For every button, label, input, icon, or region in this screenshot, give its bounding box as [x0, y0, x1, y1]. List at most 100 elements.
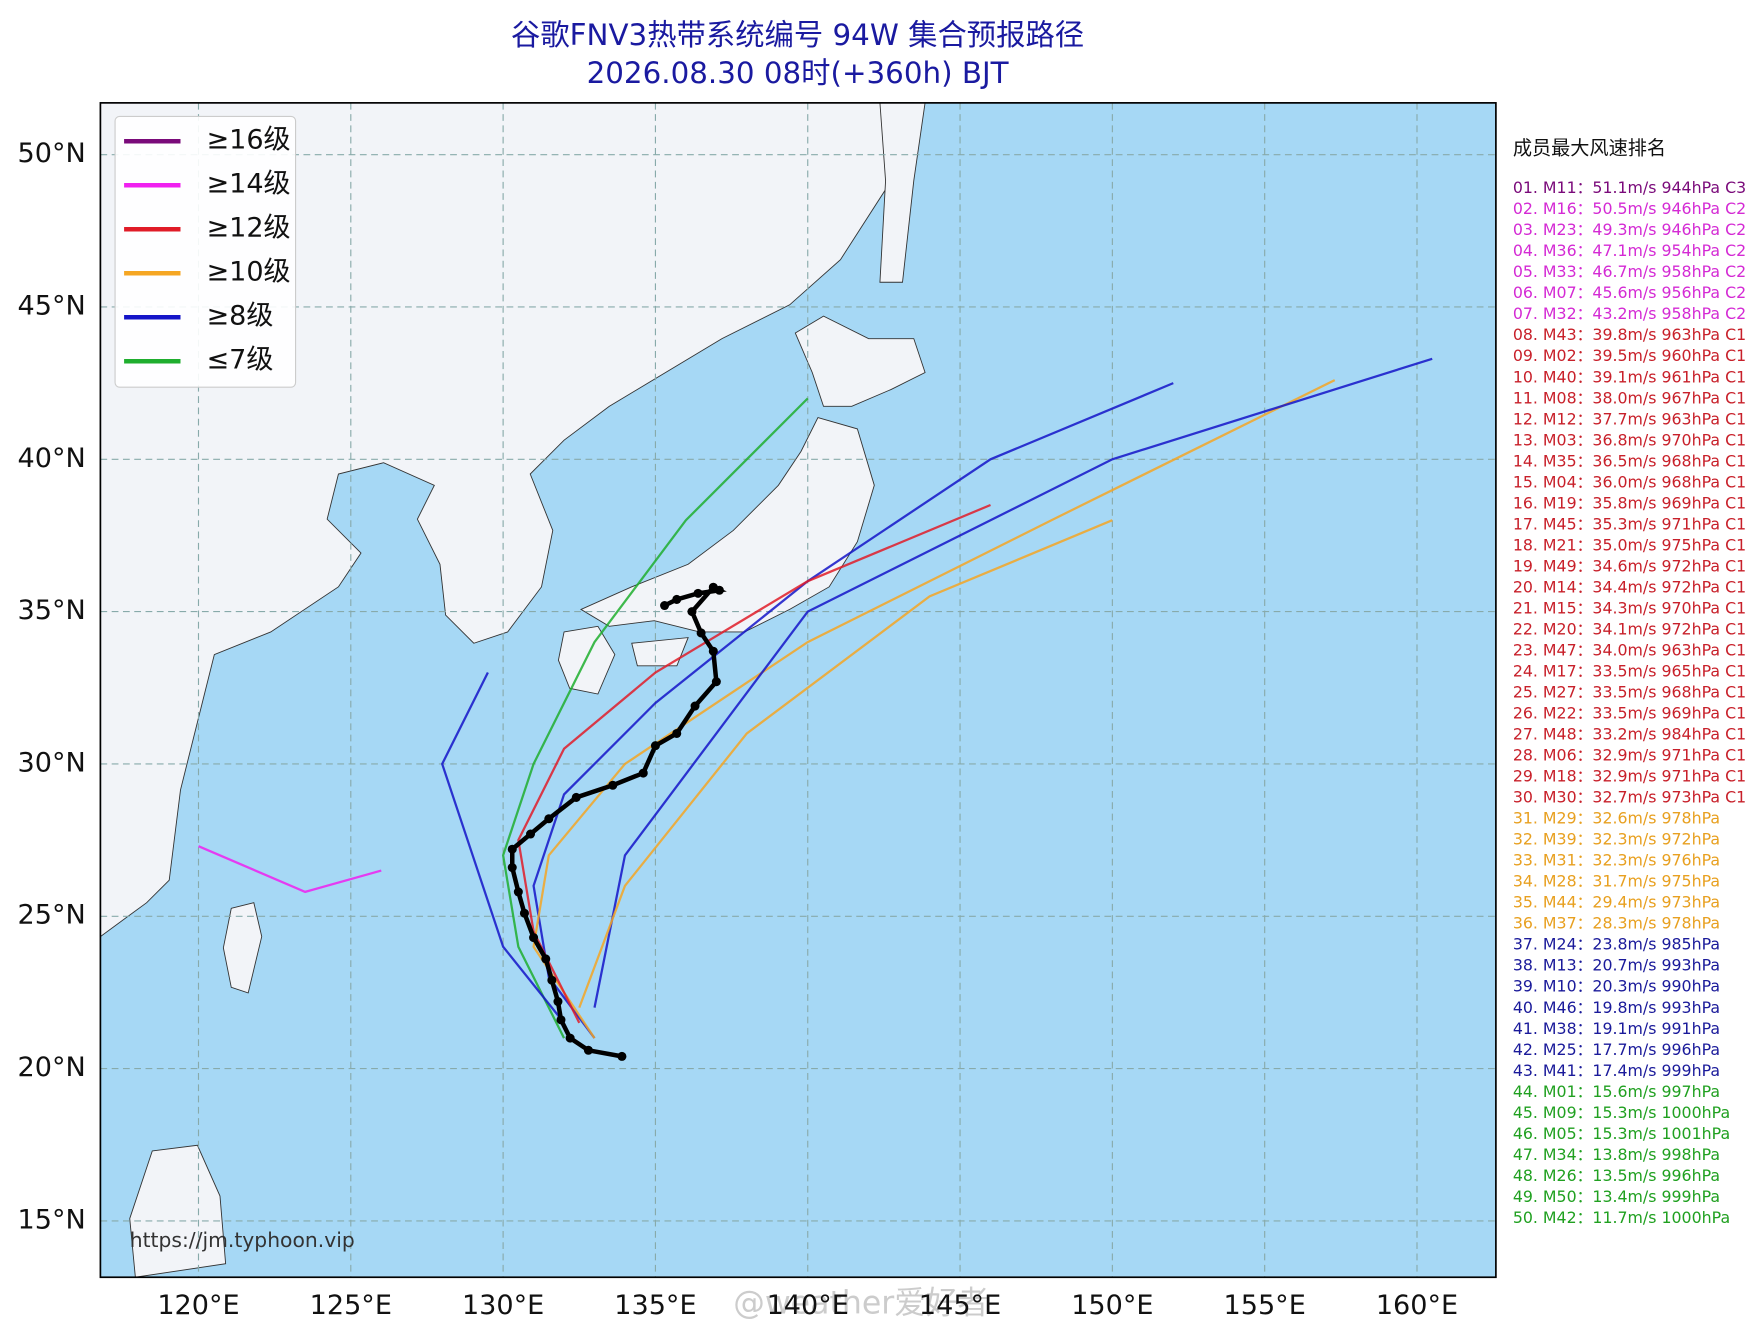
- ranking-entry: 16. M19：35.8m/s 969hPa C1: [1513, 493, 1746, 512]
- y-tick-label: 40°N: [18, 443, 86, 474]
- mean-track-point: [513, 887, 523, 897]
- legend-label: ≥16级: [206, 125, 290, 156]
- ranking-entry: 22. M20：34.1m/s 972hPa C1: [1513, 619, 1746, 638]
- ranking-entry: 45. M09：15.3m/s 1000hPa: [1513, 1103, 1730, 1122]
- y-tick-label: 20°N: [18, 1052, 86, 1083]
- tracks: [198, 357, 1433, 1061]
- mean-track-point: [617, 1051, 627, 1061]
- member-track: [440, 672, 565, 1024]
- ranking-entry: 50. M42：11.7m/s 1000hPa: [1513, 1208, 1730, 1227]
- title: 谷歌FNV3热带系统编号 94W 集合预报路径: [511, 18, 1084, 52]
- ranking-entry: 09. M02：39.5m/s 960hPa C1: [1513, 346, 1746, 365]
- subtitle: 2026.08.30 08时(+360h) BJT: [587, 56, 1009, 90]
- legend: ≥16级 ≥14级 ≥12级 ≥10级 ≥8级 ≤7级: [124, 125, 291, 376]
- x-tick-label: 125°E: [310, 1290, 392, 1321]
- member-track: [578, 519, 1113, 1009]
- ranking-entry: 06. M07：45.6m/s 956hPa C2: [1513, 283, 1746, 302]
- legend-label: ≥14级: [206, 169, 290, 200]
- y-tick-label: 25°N: [18, 900, 86, 931]
- ranking-entry: 37. M24：23.8m/s 985hPa: [1513, 935, 1720, 954]
- mean-track-point: [608, 780, 618, 790]
- ranking-entry: 41. M38：19.1m/s 991hPa: [1513, 1019, 1720, 1038]
- ranking-entry: 24. M17：33.5m/s 965hPa C1: [1513, 662, 1746, 681]
- ranking-entry: 10. M40：39.1m/s 961hPa C1: [1513, 367, 1746, 386]
- ranking-entry: 13. M03：36.8m/s 970hPa C1: [1513, 430, 1746, 449]
- ranking-entry: 35. M44：29.4m/s 973hPa: [1513, 893, 1720, 912]
- mean-track-point: [687, 607, 697, 617]
- ranking-entry: 01. M11：51.1m/s 944hPa C3: [1513, 178, 1746, 197]
- ranking-entry: 02. M16：50.5m/s 946hPa C2: [1513, 199, 1746, 218]
- x-tick-label: 140°E: [767, 1290, 849, 1321]
- mean-track-point: [650, 741, 660, 751]
- ranking-entry: 40. M46：19.8m/s 993hPa: [1513, 998, 1720, 1017]
- ranking-entry: 25. M27：33.5m/s 968hPa C1: [1513, 683, 1746, 702]
- y-tick-label: 30°N: [18, 747, 86, 778]
- ranking-title: 成员最大风速排名: [1513, 137, 1666, 160]
- ranking-entry: 14. M35：36.5m/s 968hPa C1: [1513, 451, 1746, 470]
- mean-track-point: [571, 792, 581, 802]
- mean-track-point: [714, 585, 724, 595]
- ranking-entry: 46. M05：15.3m/s 1001hPa: [1513, 1124, 1730, 1143]
- mean-track-point: [507, 844, 517, 854]
- mean-track-point: [547, 975, 557, 985]
- ranking-entry: 03. M23：49.3m/s 946hPa C2: [1513, 220, 1746, 239]
- ranking-entry: 20. M14：34.4m/s 972hPa C1: [1513, 577, 1746, 596]
- mean-track-point: [541, 954, 551, 964]
- x-tick-label: 150°E: [1071, 1290, 1153, 1321]
- ranking-entry: 26. M22：33.5m/s 969hPa C1: [1513, 704, 1746, 723]
- mean-track-point: [638, 768, 648, 778]
- ranking-entry: 11. M08：38.0m/s 967hPa C1: [1513, 388, 1746, 407]
- watermark: @weather爱好者: [733, 1285, 989, 1321]
- y-tick-label: 45°N: [18, 290, 86, 321]
- ranking-entry: 43. M41：17.4m/s 999hPa: [1513, 1061, 1720, 1080]
- mean-track-point: [529, 933, 539, 943]
- legend-label: ≥8级: [206, 301, 273, 332]
- mean-track-point: [696, 628, 706, 638]
- ranking-entry: 32. M39：32.3m/s 972hPa: [1513, 830, 1720, 849]
- ranking-entry: 34. M28：31.7m/s 975hPa: [1513, 872, 1720, 891]
- ranking-entry: 21. M15：34.3m/s 970hPa C1: [1513, 598, 1746, 617]
- member-track: [198, 845, 382, 894]
- member-track: [501, 397, 809, 1039]
- ranking-entry: 07. M32：43.2m/s 958hPa C2: [1513, 304, 1746, 323]
- legend-label: ≥12级: [206, 213, 290, 244]
- ranking-entry: 17. M45：35.3m/s 971hPa C1: [1513, 514, 1746, 533]
- ranking-entry: 42. M25：17.7m/s 996hPa: [1513, 1040, 1720, 1059]
- ranking-entry: 27. M48：33.2m/s 984hPa C1: [1513, 725, 1746, 744]
- mean-track-point: [556, 1015, 566, 1025]
- y-tick-label: 35°N: [18, 595, 86, 626]
- mean-track-point: [526, 829, 536, 839]
- x-tick-label: 145°E: [919, 1290, 1001, 1321]
- ranking-entry: 38. M13：20.7m/s 993hPa: [1513, 956, 1720, 975]
- ranking-entry: 33. M31：32.3m/s 976hPa: [1513, 851, 1720, 870]
- ranking-entry: 12. M12：37.7m/s 963hPa C1: [1513, 409, 1746, 428]
- member-track: [532, 379, 1336, 1039]
- ranking-entry: 04. M36：47.1m/s 954hPa C2: [1513, 241, 1746, 260]
- x-tick-label: 160°E: [1376, 1290, 1458, 1321]
- mean-track-point: [519, 908, 529, 918]
- ranking-entry: 36. M37：28.3m/s 978hPa: [1513, 914, 1720, 933]
- y-tick-label: 50°N: [18, 138, 86, 169]
- member-track: [593, 357, 1433, 1008]
- ranking-entry: 30. M30：32.7m/s 973hPa C1: [1513, 788, 1746, 807]
- frame: [99, 102, 1497, 1279]
- mean-track-point: [544, 814, 554, 824]
- ranking-entry: 19. M49：34.6m/s 972hPa C1: [1513, 556, 1746, 575]
- x-tick-label: 155°E: [1224, 1290, 1306, 1321]
- ranking-entry: 48. M26：13.5m/s 996hPa: [1513, 1166, 1720, 1185]
- ranking-entry: 23. M47：34.0m/s 963hPa C1: [1513, 640, 1746, 659]
- mean-track-point: [507, 863, 517, 873]
- ranking-entry: 49. M50：13.4m/s 999hPa: [1513, 1187, 1720, 1206]
- x-tick-label: 120°E: [157, 1290, 239, 1321]
- ranking-entry: 18. M21：35.0m/s 975hPa C1: [1513, 535, 1746, 554]
- x-tick-label: 135°E: [614, 1290, 696, 1321]
- mean-track-point: [565, 1033, 575, 1043]
- ranking-entry: 29. M18：32.9m/s 971hPa C1: [1513, 767, 1746, 786]
- y-tick-label: 15°N: [18, 1204, 86, 1235]
- mean-track-point: [711, 677, 721, 687]
- ranking: 成员最大风速排名 01. M11：51.1m/s 944hPa C3 02. M16…: [1513, 137, 1746, 1227]
- ranking-entry: 15. M04：36.0m/s 968hPa C1: [1513, 472, 1746, 491]
- ranking-entry: 39. M10：20.3m/s 990hPa: [1513, 977, 1720, 996]
- mean-track-point: [553, 997, 563, 1007]
